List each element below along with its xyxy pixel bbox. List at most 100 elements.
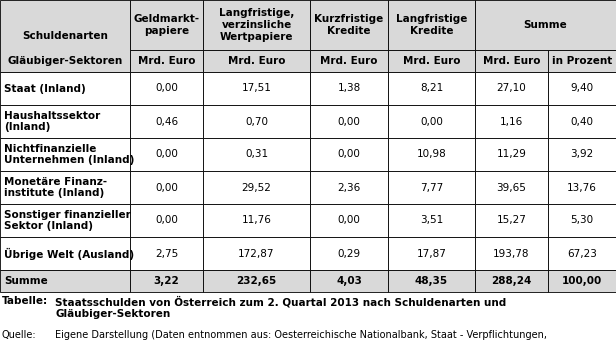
Bar — [388, 50, 475, 72]
Bar — [203, 171, 310, 204]
Text: Nichtfinanzielle
Unternehmen (Inland): Nichtfinanzielle Unternehmen (Inland) — [4, 144, 134, 165]
Text: 15,27: 15,27 — [496, 216, 527, 225]
Text: Staatsschulden von Österreich zum 2. Quartal 2013 nach Schuldenarten und
Gläubig: Staatsschulden von Österreich zum 2. Qua… — [55, 296, 506, 319]
Text: 1,16: 1,16 — [500, 117, 523, 127]
Text: Mrd. Euro: Mrd. Euro — [320, 56, 378, 66]
Bar — [548, 204, 616, 237]
Text: 193,78: 193,78 — [493, 249, 530, 258]
Bar — [475, 138, 548, 171]
Text: 10,98: 10,98 — [416, 149, 447, 160]
Bar — [0, 72, 130, 105]
Bar — [548, 138, 616, 171]
Bar — [203, 138, 310, 171]
Text: Mrd. Euro: Mrd. Euro — [483, 56, 540, 66]
Bar — [475, 204, 548, 237]
Text: 17,87: 17,87 — [416, 249, 447, 258]
Bar — [548, 72, 616, 105]
Text: Übrige Welt (Ausland): Übrige Welt (Ausland) — [4, 248, 134, 260]
Text: 0,00: 0,00 — [338, 117, 360, 127]
Text: Sonstiger finanzieller
Sektor (Inland): Sonstiger finanzieller Sektor (Inland) — [4, 210, 131, 231]
Bar — [388, 0, 475, 50]
Bar — [203, 0, 310, 50]
Text: 0,29: 0,29 — [338, 249, 360, 258]
Text: Kurzfristige
Kredite: Kurzfristige Kredite — [314, 14, 384, 36]
Bar — [130, 138, 203, 171]
Text: Quelle:: Quelle: — [2, 330, 36, 340]
Text: Summe: Summe — [524, 20, 567, 30]
Text: 11,29: 11,29 — [496, 149, 527, 160]
Text: Summe: Summe — [4, 276, 48, 286]
Bar — [203, 237, 310, 270]
Bar — [0, 138, 130, 171]
Text: 9,40: 9,40 — [570, 84, 594, 93]
Text: 2,75: 2,75 — [155, 249, 178, 258]
Bar — [548, 50, 616, 72]
Text: 0,46: 0,46 — [155, 117, 178, 127]
Bar — [475, 0, 616, 50]
Text: 0,00: 0,00 — [155, 216, 178, 225]
Bar — [548, 105, 616, 138]
Bar — [0, 204, 130, 237]
Text: 3,51: 3,51 — [420, 216, 443, 225]
Bar — [310, 72, 388, 105]
Bar — [310, 270, 388, 292]
Bar — [475, 171, 548, 204]
Bar — [203, 72, 310, 105]
Text: 288,24: 288,24 — [492, 276, 532, 286]
Bar — [130, 72, 203, 105]
Text: 0,40: 0,40 — [570, 117, 593, 127]
Text: Haushaltssektor
(Inland): Haushaltssektor (Inland) — [4, 111, 100, 132]
Text: Schuldenarten: Schuldenarten — [22, 31, 108, 41]
Bar — [130, 237, 203, 270]
Bar — [310, 105, 388, 138]
Text: Tabelle:: Tabelle: — [2, 296, 48, 306]
Bar — [475, 72, 548, 105]
Bar — [548, 270, 616, 292]
Bar — [388, 171, 475, 204]
Bar — [203, 270, 310, 292]
Text: 3,22: 3,22 — [153, 276, 179, 286]
Bar — [0, 105, 130, 138]
Text: Langfristige,
verzinsliche
Wertpapiere: Langfristige, verzinsliche Wertpapiere — [219, 9, 294, 42]
Text: 1,38: 1,38 — [338, 84, 360, 93]
Text: Langfristige
Kredite: Langfristige Kredite — [396, 14, 467, 36]
Text: 13,76: 13,76 — [567, 182, 597, 193]
Bar — [203, 50, 310, 72]
Bar — [388, 237, 475, 270]
Text: 48,35: 48,35 — [415, 276, 448, 286]
Text: 11,76: 11,76 — [241, 216, 272, 225]
Text: Mrd. Euro: Mrd. Euro — [138, 56, 195, 66]
Text: 0,00: 0,00 — [420, 117, 443, 127]
Bar — [310, 50, 388, 72]
Text: 5,30: 5,30 — [570, 216, 594, 225]
Text: 2,36: 2,36 — [338, 182, 360, 193]
Text: 0,00: 0,00 — [338, 149, 360, 160]
Text: Monetäre Finanz-
institute (Inland): Monetäre Finanz- institute (Inland) — [4, 177, 107, 198]
Bar — [475, 50, 548, 72]
Text: Mrd. Euro: Mrd. Euro — [403, 56, 460, 66]
Bar — [0, 270, 130, 292]
Bar — [130, 270, 203, 292]
Bar — [388, 72, 475, 105]
Text: 0,00: 0,00 — [155, 149, 178, 160]
Text: 29,52: 29,52 — [241, 182, 272, 193]
Bar — [130, 0, 203, 50]
Bar — [310, 204, 388, 237]
Bar — [475, 105, 548, 138]
Bar — [130, 105, 203, 138]
Bar — [310, 171, 388, 204]
Text: Mrd. Euro: Mrd. Euro — [228, 56, 285, 66]
Bar — [388, 270, 475, 292]
Text: 39,65: 39,65 — [496, 182, 527, 193]
Text: 7,77: 7,77 — [420, 182, 443, 193]
Text: 232,65: 232,65 — [237, 276, 277, 286]
Text: 100,00: 100,00 — [562, 276, 602, 286]
Text: 0,31: 0,31 — [245, 149, 268, 160]
Bar — [310, 138, 388, 171]
Bar — [310, 237, 388, 270]
Bar — [203, 105, 310, 138]
Bar — [310, 0, 388, 50]
Text: Staat (Inland): Staat (Inland) — [4, 84, 86, 93]
Text: Gläubiger-Sektoren: Gläubiger-Sektoren — [7, 56, 123, 66]
Text: Geldmarkt-
papiere: Geldmarkt- papiere — [134, 14, 200, 36]
